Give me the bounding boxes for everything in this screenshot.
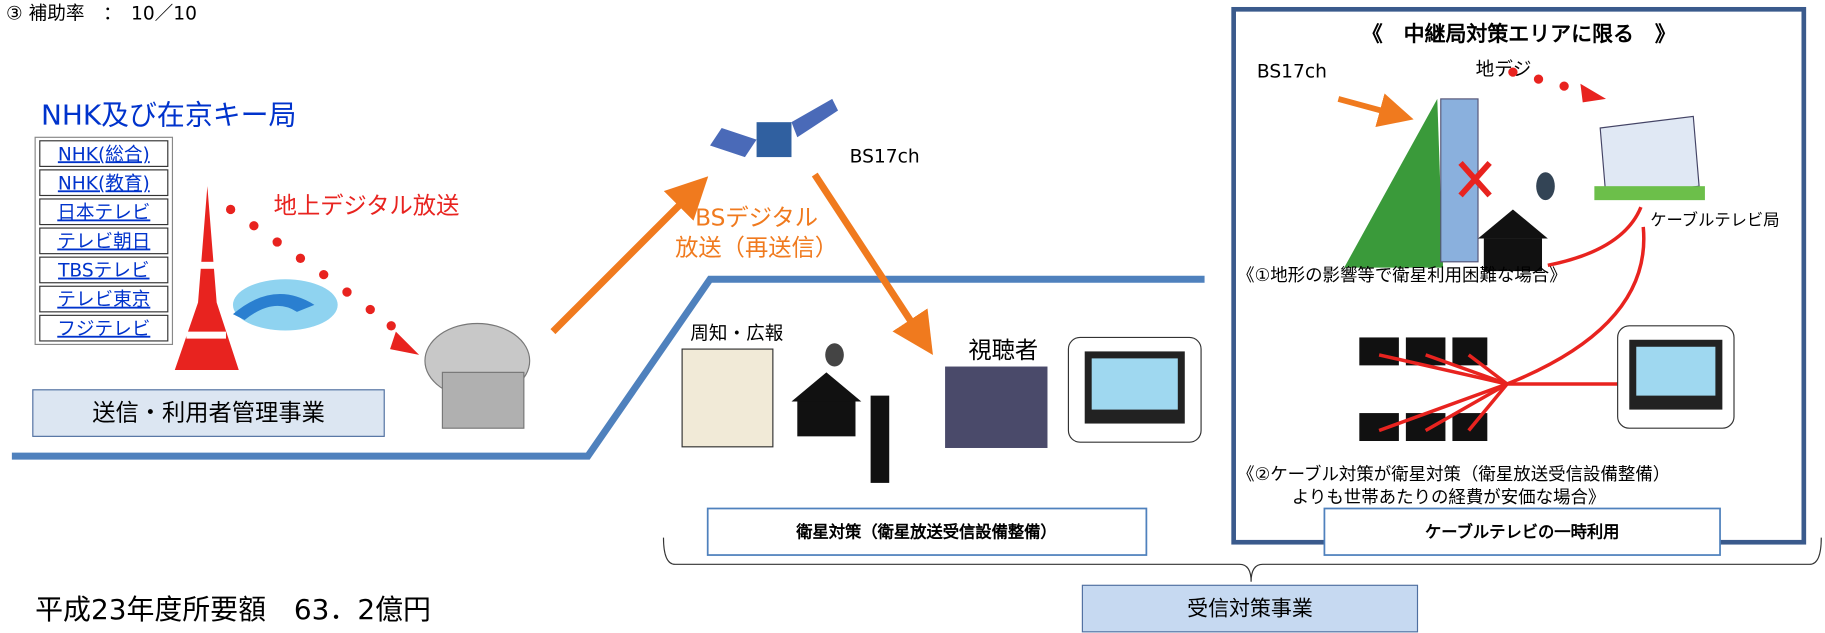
relay-area-title: 《 中継局対策エリアに限る 》: [1362, 22, 1676, 46]
station-name: フジテレビ: [57, 319, 150, 340]
publicity-label: 周知・広報: [690, 323, 783, 344]
cable-station-building: [1594, 116, 1705, 200]
terrestrial-label: 地上デジタル放送: [274, 193, 460, 220]
home-photo: [945, 367, 1047, 448]
case1: 《①地形の影響等で衛星利用困難な場合》: [1237, 266, 1567, 286]
bs-broadcast-2: 放送（再送信）: [675, 235, 838, 262]
station-name: 日本テレビ: [57, 202, 150, 223]
station-name: NHK(教育): [58, 173, 150, 194]
station-name: NHK(総合): [58, 144, 150, 165]
relay-bs-channel: BS17ch: [1257, 62, 1327, 83]
case2-line2: よりも世帯あたりの経費が安価な場合》: [1292, 488, 1606, 508]
cable-1: [1548, 207, 1641, 265]
cable-tv-screen: [1636, 347, 1715, 396]
diagram: ③ 補助率 ： 10／10 NHK及び在京キー局 NHK(総合) NHK(教育) 日…: [0, 0, 1825, 633]
station-name: TBSテレビ: [57, 261, 149, 282]
case2-line1: 《②ケーブル対策が衛星対策（衛星放送受信設備整備）: [1237, 464, 1670, 485]
satellite-measure-label: 衛星対策（衛星放送受信設備整備）: [795, 522, 1057, 541]
uplink-dish: [425, 323, 530, 428]
relay-terrestrial: 地デジ: [1476, 59, 1532, 80]
houses: [1359, 337, 1487, 441]
budget: 平成23年度所要額 63．2億円: [35, 593, 431, 626]
bs-channel: BS17ch: [850, 147, 920, 168]
page: ③ 補助率 ： 10／10 NHK及び在京キー局 NHK(総合) NHK(教育) 日…: [0, 0, 1825, 633]
cable-measure-label: ケーブルテレビの一時利用: [1425, 522, 1619, 541]
business-label: 送信・利用者管理事業: [92, 400, 325, 427]
station-name: テレビ東京: [57, 290, 150, 311]
satellite: [710, 99, 838, 157]
bs-broadcast-1: BSデジタル: [695, 204, 818, 231]
station-name: テレビ朝日: [57, 232, 150, 253]
house-with-dish: [791, 343, 889, 483]
mountain: [1344, 99, 1443, 268]
terrestrial-dots: [226, 205, 419, 355]
tv-screen: [1092, 358, 1178, 409]
cable-station-label: ケーブルテレビ局: [1650, 211, 1779, 230]
subsidy-rate: ③ 補助率 ： 10／10: [6, 3, 197, 24]
viewer-label: 視聴者: [968, 337, 1038, 364]
cable-lines: [1379, 355, 1620, 431]
reception-business-label: 受信対策事業: [1187, 597, 1313, 621]
blocked-house: [1478, 172, 1555, 271]
publicity-image: [682, 349, 773, 447]
bs-signal: [1338, 99, 1402, 116]
broadcasters-title: NHK及び在京キー局: [41, 98, 297, 131]
